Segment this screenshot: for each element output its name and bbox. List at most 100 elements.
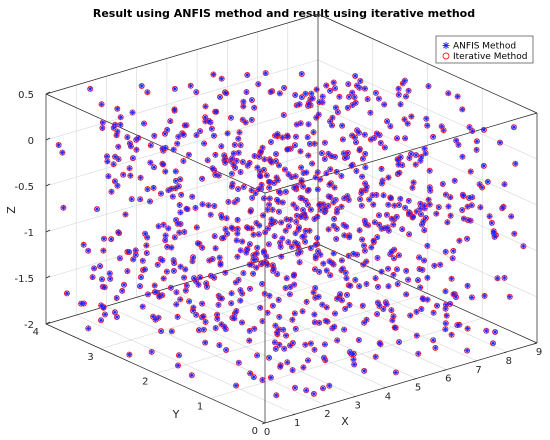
data-point <box>263 172 270 179</box>
anfis-point-stroke <box>425 275 430 280</box>
anfis-point-stroke <box>300 207 306 213</box>
data-point <box>401 77 408 84</box>
anfis-point-stroke <box>145 235 150 240</box>
anfis-point-stroke <box>116 230 121 235</box>
anfis-point-stroke <box>279 254 284 259</box>
anfis-point-stroke <box>378 140 383 146</box>
anfis-point-stroke <box>277 91 282 96</box>
data-point <box>115 143 122 150</box>
data-point <box>302 227 309 234</box>
axes-box-edge <box>45 93 266 194</box>
anfis-point-stroke <box>250 195 255 201</box>
anfis-point-stroke <box>420 267 425 273</box>
data-point <box>443 312 450 319</box>
anfis-point-stroke <box>303 228 308 233</box>
anfis-point-stroke <box>238 169 243 175</box>
z-tick-label: -1.5 <box>14 274 34 285</box>
data-point <box>159 257 166 264</box>
anfis-point-stroke <box>372 220 377 225</box>
data-point <box>442 248 449 255</box>
anfis-point-stroke <box>152 133 157 138</box>
anfis-point-stroke <box>289 244 294 249</box>
data-point <box>439 180 446 187</box>
data-point <box>218 75 225 82</box>
data-point <box>117 114 124 121</box>
anfis-point-stroke <box>293 134 299 139</box>
data-point <box>283 275 290 282</box>
anfis-point-stroke <box>422 146 427 151</box>
anfis-point-stroke <box>268 375 273 380</box>
anfis-point-stroke <box>197 275 203 280</box>
anfis-point-stroke <box>346 197 351 202</box>
anfis-point-stroke <box>446 91 451 96</box>
anfis-point-stroke <box>170 194 175 199</box>
data-point <box>240 270 247 277</box>
anfis-point-stroke <box>425 243 430 248</box>
data-point <box>480 126 487 133</box>
data-point <box>395 252 402 259</box>
data-point <box>108 188 115 195</box>
data-point <box>302 341 309 348</box>
data-point <box>424 296 431 303</box>
anfis-point-stroke <box>100 120 105 125</box>
anfis-point-stroke <box>293 240 298 245</box>
data-point <box>426 167 433 174</box>
anfis-point-stroke <box>324 305 329 310</box>
data-point <box>388 307 395 314</box>
data-point <box>244 72 251 79</box>
anfis-point-stroke <box>419 306 424 312</box>
anfis-point-stroke <box>332 324 337 329</box>
anfis-point-stroke <box>210 256 215 262</box>
anfis-point-stroke <box>339 173 344 179</box>
data-point <box>177 263 184 270</box>
data-point <box>284 133 291 140</box>
anfis-point-stroke <box>268 139 274 145</box>
anfis-point-stroke <box>166 226 171 231</box>
anfis-point-stroke <box>309 91 314 96</box>
data-point <box>289 367 296 374</box>
anfis-point-stroke <box>245 72 250 78</box>
anfis-point-stroke <box>277 314 282 320</box>
anfis-point-stroke <box>168 119 173 124</box>
anfis-point-stroke <box>384 212 389 217</box>
grid-line <box>45 105 319 187</box>
anfis-point-stroke <box>314 115 319 120</box>
anfis-point-stroke <box>128 144 133 149</box>
data-point <box>362 150 369 157</box>
data-point <box>402 204 409 211</box>
anfis-point-stroke <box>123 212 128 217</box>
anfis-point-stroke <box>436 205 441 210</box>
data-point <box>420 218 427 225</box>
anfis-point-stroke <box>274 393 279 398</box>
data-point <box>233 382 240 389</box>
data-point <box>352 276 359 283</box>
anfis-point-stroke <box>296 225 302 230</box>
data-point <box>282 284 289 291</box>
data-point <box>163 268 170 275</box>
anfis-point-stroke <box>117 256 123 261</box>
data-point <box>426 201 433 208</box>
data-point <box>110 161 117 168</box>
anfis-point-stroke <box>357 284 362 289</box>
z-axis-label: Z <box>5 206 18 214</box>
anfis-point-stroke <box>359 190 364 196</box>
anfis-point-stroke <box>282 85 287 91</box>
data-point <box>172 168 179 175</box>
anfis-point-stroke <box>327 88 333 93</box>
data-point <box>358 202 365 209</box>
data-point <box>346 301 353 308</box>
anfis-point-stroke <box>203 115 208 120</box>
data-point <box>234 225 241 232</box>
data-point <box>377 139 384 146</box>
anfis-point-stroke <box>335 109 340 115</box>
anfis-point-stroke <box>306 122 311 127</box>
anfis-point-stroke <box>297 102 302 107</box>
anfis-point-stroke <box>391 314 396 319</box>
anfis-point-stroke <box>460 107 465 112</box>
anfis-point-stroke <box>194 225 199 230</box>
x-axis-label: X <box>341 415 349 428</box>
anfis-point-stroke <box>389 216 394 221</box>
data-point <box>468 294 475 301</box>
anfis-point-stroke <box>133 252 138 258</box>
anfis-point-stroke <box>241 104 246 109</box>
